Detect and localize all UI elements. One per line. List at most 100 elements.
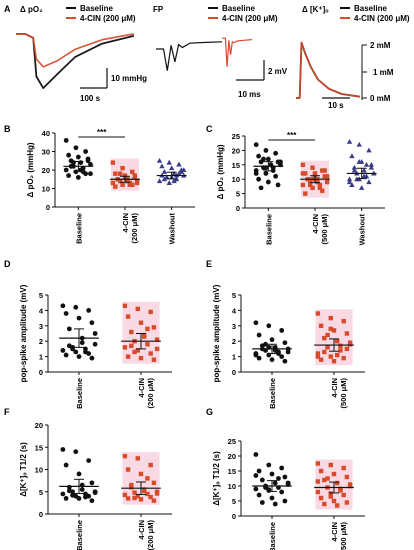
x-tick-label: Baseline [75,520,84,550]
x-tick-label: 4-CIN [137,520,146,540]
data-point [166,180,172,185]
data-point [253,352,259,358]
trace-title-k: Δ [K⁺]ₒ [302,5,329,14]
scale-label-x: 10 ms [238,90,261,99]
data-point [92,490,98,496]
data-point [253,486,259,492]
data-point [266,462,272,468]
data-point [338,348,343,353]
data-point [80,169,86,175]
data-point [122,453,128,459]
data-point [300,171,306,176]
data-point [341,318,346,324]
data-point [63,462,69,468]
treatment-highlight-band [122,301,160,364]
data-point [145,491,150,497]
data-point [366,179,372,185]
data-point [300,182,306,188]
data-point [346,138,353,144]
data-point [138,471,144,477]
data-point [275,182,281,188]
data-point [261,156,266,162]
data-point [285,349,291,355]
panel-label-F: F [4,407,10,417]
data-point [164,174,170,180]
data-point [145,342,150,347]
data-point [253,320,259,326]
y-axis-label: Δ pO₂ (mmHg) [26,142,35,197]
data-point [315,489,321,495]
data-point [317,185,323,191]
data-point [320,168,325,173]
data-point [256,355,262,361]
y-tick-label: 0 [39,368,43,377]
trace-plot-k [296,41,361,99]
y-tick-label: 0 [232,512,236,521]
data-point [335,480,340,486]
y-tick-label: 10 [228,482,236,491]
x-tick-label: (200 μM) [146,520,155,550]
data-point [127,182,133,187]
data-point [315,354,321,359]
data-point [322,168,327,173]
legend-label-treatment: 4-CIN (200 μM) [222,14,278,23]
x-tick-label: (200 μM) [130,213,139,244]
x-tick-label: 4-CIN [330,378,339,398]
trace-plot-po2 [16,33,135,89]
data-point [344,474,350,480]
data-point [300,162,306,167]
data-point [322,174,327,179]
data-point [358,185,365,190]
data-point [347,340,353,345]
data-point [266,323,272,329]
data-point [83,494,88,500]
x-tick-label: Baseline [74,213,83,244]
data-point [88,171,93,177]
data-point [322,349,327,355]
data-point [331,471,337,477]
y-tick-label: 4 [39,306,44,315]
y-tick-label: 25 [232,132,240,141]
data-point [138,497,144,502]
y-tick-label: 3 [232,322,236,331]
data-point [322,501,327,507]
data-point [263,148,269,153]
y-tick-label: 0 [39,510,43,519]
data-point [272,480,278,486]
x-tick-label: Washout [358,214,367,246]
data-point [282,358,288,364]
data-point [88,162,93,167]
data-point [282,474,288,480]
data-point [145,326,150,332]
data-point [60,348,66,353]
data-point [120,165,125,171]
x-tick-label: Baseline [264,214,273,245]
data-point [265,156,271,162]
data-point [66,343,72,349]
data-point [89,355,95,361]
data-point [70,492,75,498]
data-point [328,315,333,321]
data-point [60,447,66,452]
y-tick-label: 30 [42,148,50,157]
data-point [322,477,327,483]
data-point [130,182,135,187]
data-point [76,354,82,359]
data-point [269,471,275,477]
x-tick-label: 4-CIN [121,213,130,233]
trace-line-treatment [16,33,135,68]
data-point [341,492,346,498]
data-point [168,165,175,171]
panel-label-E: E [206,259,212,269]
y-tick-label: 0 [236,204,240,213]
data-point [129,485,134,490]
data-point [176,170,182,176]
data-point [266,487,272,492]
data-point [120,182,125,187]
data-point [63,311,69,316]
data-point [135,348,140,353]
data-point [63,138,69,143]
data-point [125,354,131,359]
panel-trace-k: Δ [K⁺]ₒ Baseline 4-CIN (200 μM) 2 mM 1 m… [296,4,410,110]
data-point [338,343,343,349]
